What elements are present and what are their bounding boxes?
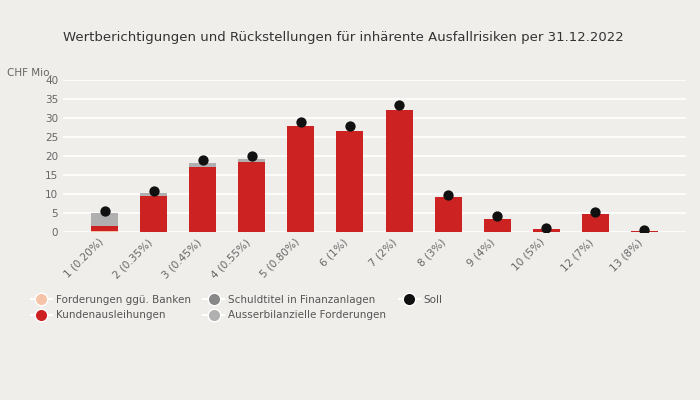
Point xyxy=(344,122,356,129)
Point xyxy=(589,209,601,216)
Bar xyxy=(190,163,216,232)
Point xyxy=(393,102,405,108)
Bar xyxy=(435,197,461,232)
Bar xyxy=(337,131,363,232)
Point xyxy=(99,208,111,214)
Bar xyxy=(631,231,658,232)
Bar xyxy=(288,126,314,232)
Bar xyxy=(484,219,510,232)
Bar xyxy=(141,196,167,232)
Bar xyxy=(91,226,118,232)
Point xyxy=(197,156,209,163)
Legend: Forderungen ggü. Banken, Kundenausleihungen, Schuldtitel in Finanzanlagen, Ausse: Forderungen ggü. Banken, Kundenausleihun… xyxy=(31,295,443,320)
Bar xyxy=(337,131,363,232)
Point xyxy=(491,213,503,219)
Bar xyxy=(91,231,118,232)
Bar xyxy=(533,229,559,232)
Text: CHF Mio.: CHF Mio. xyxy=(7,68,52,78)
Point xyxy=(540,225,552,231)
Bar xyxy=(239,162,265,232)
Bar xyxy=(533,229,559,232)
Point xyxy=(148,188,160,194)
Point xyxy=(295,118,307,125)
Bar xyxy=(631,231,658,232)
Bar xyxy=(484,219,510,232)
Point xyxy=(638,227,650,233)
Bar xyxy=(435,197,461,232)
Bar xyxy=(141,193,167,232)
Bar xyxy=(239,159,265,232)
Bar xyxy=(386,110,412,232)
Bar xyxy=(91,213,118,232)
Point xyxy=(442,192,454,198)
Bar xyxy=(190,167,216,232)
Text: Wertberichtigungen und Rückstellungen für inhärente Ausfallrisiken per 31.12.202: Wertberichtigungen und Rückstellungen fü… xyxy=(63,31,624,44)
Bar xyxy=(386,110,412,232)
Bar xyxy=(582,214,608,232)
Point xyxy=(246,153,258,159)
Bar xyxy=(582,214,608,232)
Bar xyxy=(288,126,314,232)
